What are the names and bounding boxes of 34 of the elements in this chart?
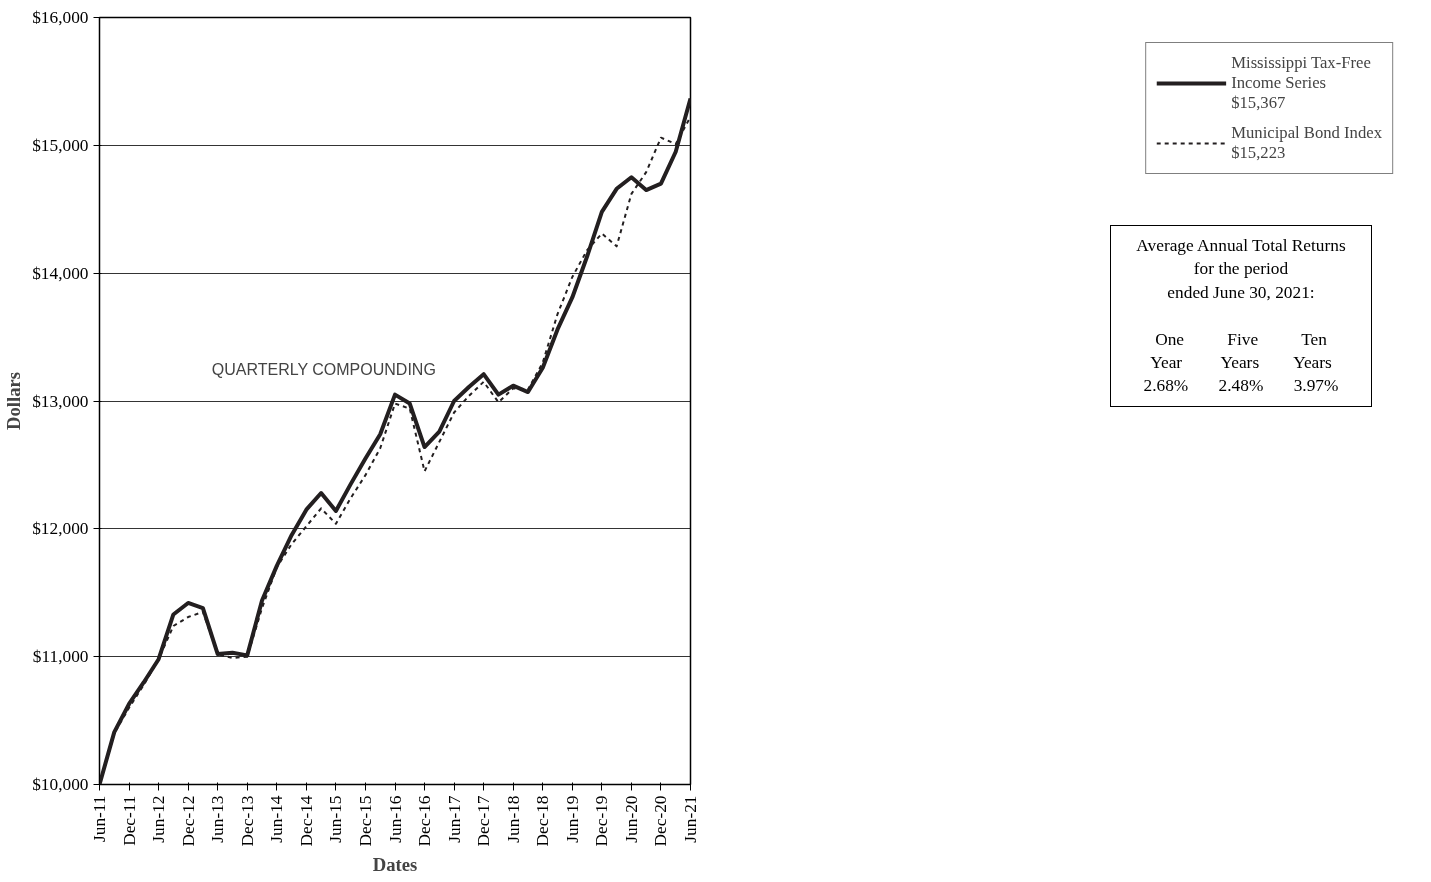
x-tick-label: Dec-17: [474, 795, 494, 847]
x-tick-label: Jun-18: [503, 795, 523, 843]
y-tick-label: $11,000: [32, 647, 89, 667]
x-tick-label: Jun-17: [444, 795, 464, 843]
text: Average Annual Total Returns for the period ended June 30, 2021: One Five Ten Year Years Years 2.68% 2.48% 3.97%: [1136, 236, 1346, 396]
x-tick-label: Jun-14: [267, 795, 287, 843]
legend-label: Mississippi Tax-Free Income Series $15,367: [1231, 53, 1372, 113]
x-tick-label: Dec-15: [355, 795, 375, 847]
x-tick-label: Dec-11: [119, 795, 139, 846]
x-tick-label: Jun-20: [621, 795, 641, 843]
x-tick-label: Dec-14: [296, 795, 316, 847]
x-tick-label: Dec-20: [651, 795, 671, 847]
y-tick-label: $15,000: [32, 135, 89, 155]
x-tick-label: Jun-15: [326, 795, 346, 843]
x-tick-label: Jun-12: [149, 795, 169, 843]
x-tick-label: Dec-13: [237, 795, 257, 847]
x-tick-label: Dec-19: [592, 795, 612, 847]
x-tick-label: Jun-16: [385, 795, 405, 843]
x-tick-label: Jun-21: [681, 795, 700, 843]
y-tick-label: $14,000: [32, 263, 89, 283]
legend-label: Municipal Bond Index $15,223: [1231, 123, 1382, 163]
x-tick-label: Jun-11: [90, 795, 109, 843]
x-tick-label: Jun-13: [208, 795, 228, 843]
y-tick-label: $10,000: [32, 775, 89, 794]
y-axis-title: Dollars: [3, 371, 25, 431]
x-tick-label: Dec-12: [178, 795, 198, 847]
x-tick-label: Jun-19: [562, 795, 582, 843]
x-axis-title: Dates: [372, 854, 418, 876]
annotation: QUARTERLY COMPOUNDING: [211, 360, 436, 378]
y-tick-label: $13,000: [32, 391, 89, 411]
x-tick-label: Dec-18: [533, 795, 553, 847]
y-tick-label: $16,000: [32, 8, 89, 27]
x-tick-label: Dec-16: [415, 795, 435, 847]
y-tick-label: $12,000: [32, 519, 89, 539]
